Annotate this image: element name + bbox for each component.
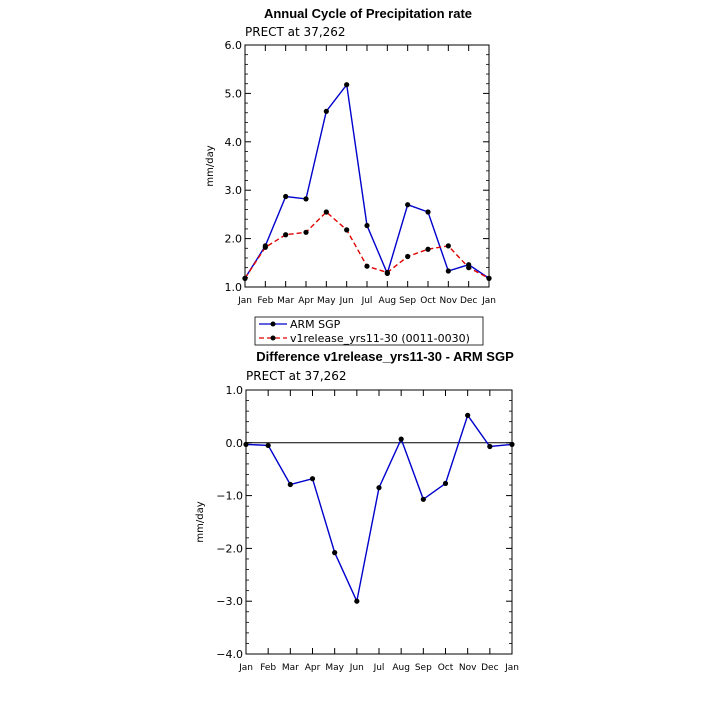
y-tick-label: −4.0 xyxy=(216,648,243,661)
x-tick-label: Dec xyxy=(481,663,498,673)
x-tick-label: Feb xyxy=(260,663,276,673)
data-point-s1-6 xyxy=(364,263,370,269)
y-tick-label: 4.0 xyxy=(225,136,243,149)
data-point-s1-7 xyxy=(384,269,390,276)
series-group xyxy=(243,412,515,604)
data-point-s1-8 xyxy=(405,253,411,260)
x-tick-label: Apr xyxy=(305,663,321,673)
y-tick-label: 0.0 xyxy=(226,437,244,450)
chart-subtitle: PRECT at 37,262 xyxy=(245,25,346,39)
x-axis: Jan Feb Mar Apr May Jun Jul Aug Sep Oct Nov Dec Jan xyxy=(237,45,496,306)
precip-annual-cycle-chart: Annual Cycle of Precipitation rate PRECT… xyxy=(205,6,496,346)
data-point-s0-1 xyxy=(265,442,271,449)
x-axis: Jan Feb Mar Apr May Jun Jul Aug Sep Oct Nov Dec Jan xyxy=(238,390,519,673)
x-tick-label: Nov xyxy=(459,663,477,673)
data-point-s0-9 xyxy=(442,480,449,487)
data-point-s0-7 xyxy=(398,436,404,442)
x-tick-label: Aug xyxy=(392,663,410,673)
data-point-s1-10 xyxy=(445,243,451,249)
data-point-s1-4 xyxy=(323,209,329,215)
y-tick-label: −3.0 xyxy=(216,595,243,608)
data-point-s1-2 xyxy=(283,232,289,238)
x-tick-label: Jun xyxy=(349,663,364,673)
data-point-s0-9 xyxy=(425,209,431,215)
precip-difference-chart: Difference v1release_yrs11-30 - ARM SGP … xyxy=(195,349,519,673)
data-point-s0-12 xyxy=(509,441,515,447)
y-tick-label: 1.0 xyxy=(225,281,243,294)
legend-label-obs: ARM SGP xyxy=(290,318,341,331)
data-point-s0-3 xyxy=(303,196,309,202)
x-tick-label: Oct xyxy=(420,296,436,306)
data-point-s0-6 xyxy=(376,485,382,491)
x-tick-label: Feb xyxy=(257,296,273,306)
legend-marker-model xyxy=(270,335,276,341)
legend-label-model: v1release_yrs11-30 (0011-0030) xyxy=(290,332,470,345)
data-point-s0-6 xyxy=(364,222,370,229)
chart-title: Difference v1release_yrs11-30 - ARM SGP xyxy=(256,349,514,364)
x-tick-label: Jan xyxy=(237,296,252,306)
data-point-s0-11 xyxy=(487,443,493,450)
data-point-s0-5 xyxy=(354,598,360,604)
x-tick-label: Sep xyxy=(399,296,416,306)
y-tick-label: 2.0 xyxy=(225,233,243,246)
x-tick-label: Dec xyxy=(460,296,477,306)
data-point-s0-4 xyxy=(323,108,329,114)
x-tick-label: Jul xyxy=(361,296,373,306)
data-point-s1-5 xyxy=(344,227,350,233)
y-tick-label: −2.0 xyxy=(216,542,243,555)
data-point-s0-3 xyxy=(309,476,316,482)
y-tick-label: −1.0 xyxy=(216,490,243,503)
data-point-s0-5 xyxy=(344,82,350,88)
y-axis-label: mm/day xyxy=(205,145,216,186)
x-tick-label: Mar xyxy=(277,296,294,306)
x-tick-label: Jan xyxy=(238,663,253,673)
data-point-s1-9 xyxy=(425,246,431,252)
x-tick-label: Apr xyxy=(298,296,314,306)
x-tick-label: Jan xyxy=(504,663,519,673)
legend-item-model: v1release_yrs11-30 (0011-0030) xyxy=(259,332,470,345)
chart-title: Annual Cycle of Precipitation rate xyxy=(264,6,472,21)
data-point-s1-1 xyxy=(262,244,268,250)
x-tick-label: Nov xyxy=(440,296,458,306)
y-axis-label: mm/day xyxy=(195,501,206,542)
series-group xyxy=(242,82,492,281)
x-tick-label: Jun xyxy=(339,296,354,306)
x-tick-label: Sep xyxy=(415,663,432,673)
y-tick-label: 5.0 xyxy=(225,87,243,100)
x-tick-label: May xyxy=(325,663,344,673)
data-point-s0-2 xyxy=(287,481,293,488)
legend-item-obs: ARM SGP xyxy=(259,318,341,331)
legend: ARM SGP v1release_yrs11-30 (0011-0030) xyxy=(254,316,484,346)
x-tick-label: Jan xyxy=(481,296,496,306)
data-point-s0-0 xyxy=(243,441,249,447)
y-axis: −4.0 −3.0 −2.0 −1.0 0.0 1.0 xyxy=(216,384,512,661)
data-point-s1-11 xyxy=(466,265,472,271)
data-point-s1-12 xyxy=(486,275,492,281)
x-tick-label: Jul xyxy=(373,663,385,673)
data-point-s0-2 xyxy=(283,193,289,200)
y-axis: 1.0 2.0 3.0 4.0 5.0 6.0 xyxy=(225,39,489,294)
plot-frame xyxy=(245,389,513,655)
x-tick-label: Mar xyxy=(282,663,299,673)
y-tick-label: 1.0 xyxy=(226,384,244,397)
data-point-s0-8 xyxy=(405,202,411,208)
chart-subtitle: PRECT at 37,262 xyxy=(246,369,347,383)
x-tick-label: May xyxy=(317,296,336,306)
y-tick-label: 6.0 xyxy=(225,39,243,52)
legend-marker-obs xyxy=(270,321,276,327)
data-point-s0-8 xyxy=(420,496,426,502)
data-point-s0-10 xyxy=(445,268,451,274)
x-tick-label: Aug xyxy=(379,296,397,306)
data-point-s0-10 xyxy=(465,412,471,418)
data-point-s1-3 xyxy=(303,229,309,235)
legend-box xyxy=(254,316,484,346)
data-point-s1-0 xyxy=(242,275,248,281)
x-tick-label: Oct xyxy=(438,663,454,673)
y-tick-label: 3.0 xyxy=(225,184,243,197)
data-point-s0-4 xyxy=(332,550,338,556)
